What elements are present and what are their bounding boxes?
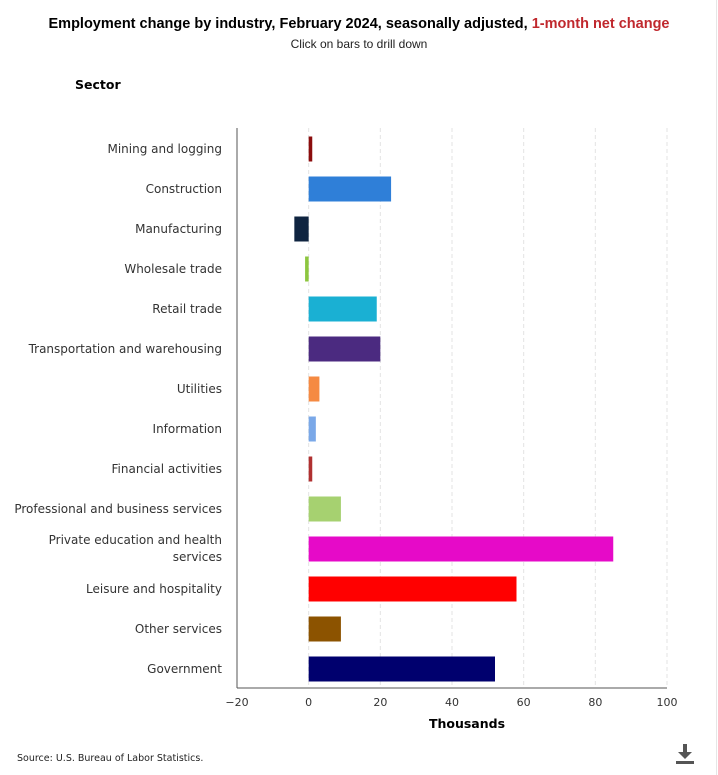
category-label: Other services xyxy=(135,622,222,636)
bar[interactable] xyxy=(308,656,495,682)
chart-title-main: Employment change by industry, February … xyxy=(48,16,532,32)
bar[interactable] xyxy=(308,376,320,402)
frame-border xyxy=(716,0,717,775)
bar[interactable] xyxy=(308,416,316,442)
x-axis-label: Thousands xyxy=(429,716,505,731)
bar[interactable] xyxy=(308,576,517,602)
bar[interactable] xyxy=(294,216,309,242)
bar[interactable] xyxy=(308,296,377,322)
bar[interactable] xyxy=(308,496,341,522)
category-label: Financial activities xyxy=(112,462,222,476)
bar[interactable] xyxy=(308,616,341,642)
y-axis-title: Sector xyxy=(75,77,121,92)
category-label: Manufacturing xyxy=(135,222,222,236)
category-label: Government xyxy=(147,662,222,676)
download-icon xyxy=(676,744,694,764)
chart-title-accent: 1-month net change xyxy=(531,16,670,32)
x-tick-label: 20 xyxy=(373,696,387,709)
bar[interactable] xyxy=(308,336,381,362)
bar[interactable] xyxy=(308,456,313,482)
category-label: Mining and logging xyxy=(107,142,222,156)
chart-title: Employment change by industry, February … xyxy=(0,16,718,32)
category-label: Leisure and hospitality xyxy=(86,582,222,596)
x-tick-label: 100 xyxy=(657,696,678,709)
x-tick-label: 60 xyxy=(517,696,531,709)
category-label: Information xyxy=(153,422,222,436)
bar[interactable] xyxy=(305,256,309,282)
category-label: Professional and business services xyxy=(14,502,222,516)
bar[interactable] xyxy=(308,136,313,162)
category-label: Private education and health services xyxy=(49,533,222,564)
bars xyxy=(294,136,614,682)
x-tick-label: 40 xyxy=(445,696,459,709)
source-note: Source: U.S. Bureau of Labor Statistics. xyxy=(17,753,204,764)
category-label: Wholesale trade xyxy=(124,262,222,276)
grid-lines xyxy=(308,128,668,688)
category-label: Utilities xyxy=(177,382,222,396)
x-tick-label: −20 xyxy=(225,696,248,709)
bar[interactable] xyxy=(308,176,392,202)
x-tick-label: 0 xyxy=(305,696,312,709)
bar[interactable] xyxy=(308,536,614,562)
tick-labels: −20 0 20 40 60 80 100 xyxy=(225,696,677,709)
chart-subtitle: Click on bars to drill down xyxy=(290,37,428,51)
download-button[interactable] xyxy=(674,742,696,766)
category-label: Construction xyxy=(146,182,222,196)
category-label: Transportation and warehousing xyxy=(28,342,222,356)
category-labels: Mining and logging Construction Manufactur… xyxy=(14,142,222,676)
category-label: Retail trade xyxy=(152,302,222,316)
x-tick-label: 80 xyxy=(588,696,602,709)
